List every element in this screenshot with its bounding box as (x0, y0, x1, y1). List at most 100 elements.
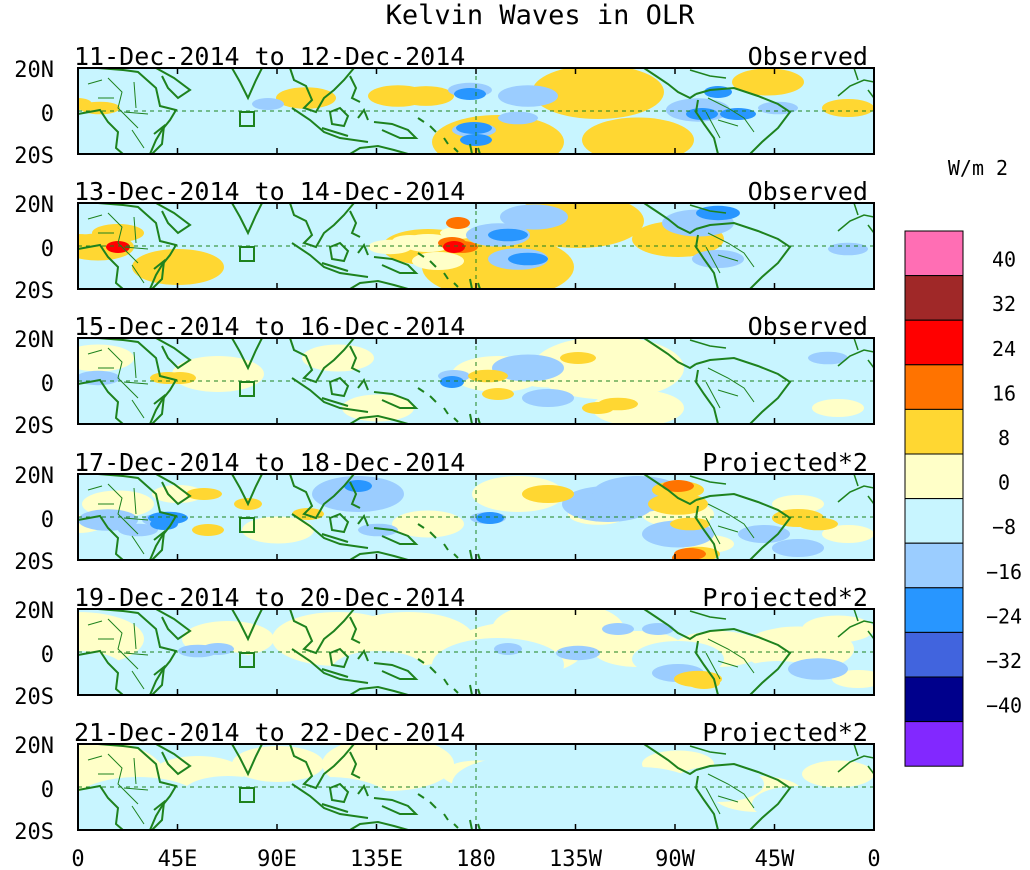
colorbar-label: 8 (998, 426, 1010, 450)
olr-anomaly-contour (164, 372, 196, 384)
colorbar-swatch (904, 587, 964, 633)
olr-anomaly-contour (302, 344, 374, 372)
olr-anomaly-contour (498, 111, 538, 125)
olr-anomaly-contour (232, 746, 324, 782)
olr-anomaly-contour (78, 267, 89, 279)
olr-anomaly-contour (812, 219, 874, 247)
olr-anomaly-contour (78, 651, 124, 687)
colorbar-swatch (904, 676, 964, 723)
olr-anomaly-contour (78, 217, 89, 229)
olr-anomaly-contour (78, 344, 134, 372)
olr-anomaly-contour (452, 497, 584, 551)
map-area (77, 743, 875, 831)
olr-anomaly-contour (498, 85, 558, 107)
olr-anomaly-contour (412, 252, 464, 270)
olr-anomaly-contour (556, 645, 600, 661)
colorbar-swatch (904, 230, 964, 277)
y-tick-label: 0 (41, 508, 54, 533)
olr-anomaly-contour (782, 360, 874, 396)
colorbar: 40 32 24 16 8 0 −8 −16 −24 −32 −40 (904, 230, 1022, 767)
y-tick-label: 20N (14, 734, 54, 759)
y-tick-label: 20S (14, 550, 54, 575)
map-area (77, 473, 875, 561)
olr-anomaly-contour (492, 354, 564, 382)
colorbar-label: 0 (998, 471, 1010, 495)
olr-field (78, 338, 874, 424)
olr-anomaly-contour (812, 399, 864, 417)
olr-anomaly-contour (772, 495, 824, 513)
olr-anomaly-contour (828, 242, 868, 256)
olr-anomaly-contour (482, 388, 514, 400)
olr-anomaly-contour (686, 108, 718, 120)
olr-anomaly-contour (332, 651, 424, 687)
panel-label: Observed (748, 312, 868, 341)
y-tick-label: 20S (14, 144, 54, 169)
olr-anomaly-contour (392, 235, 428, 247)
olr-anomaly-contour (440, 376, 464, 388)
olr-anomaly-contour (452, 757, 584, 811)
panel: 13-Dec-2014 to 14-Dec-2014 Observed 20N 0 20… (14, 177, 875, 304)
x-tick-label: 45W (755, 847, 795, 870)
olr-anomaly-contour (312, 476, 404, 512)
olr-anomaly-contour (522, 485, 574, 503)
colorbar-swatch (904, 319, 964, 366)
olr-anomaly-contour (648, 493, 708, 515)
colorbar-label: −24 (986, 604, 1022, 628)
olr-anomaly-contour (688, 677, 720, 689)
olr-anomaly-contour (662, 480, 694, 492)
colorbar-swatch (904, 542, 964, 589)
figure-title: Kelvin Waves in OLR (386, 0, 696, 31)
panel-label: Projected*2 (702, 583, 868, 612)
colorbar-units: W/m 2 (948, 156, 1008, 180)
olr-anomaly-contour (172, 70, 264, 106)
x-tick-label: 90E (257, 847, 297, 870)
colorbar-label: 24 (992, 337, 1016, 361)
olr-anomaly-contour (632, 641, 724, 677)
panel: 11-Dec-2014 to 12-Dec-2014 Observed 20N 0 20… (14, 42, 875, 169)
olr-anomaly-contour (454, 88, 486, 100)
colorbar-label: 32 (992, 292, 1016, 316)
panel-stack: 11-Dec-2014 to 12-Dec-2014 Observed 20N 0 20… (14, 42, 875, 845)
olr-anomaly-contour (672, 552, 696, 560)
olr-anomaly-contour (696, 205, 740, 221)
olr-anomaly-contour (670, 517, 710, 531)
olr-anomaly-contour (500, 204, 568, 230)
y-tick-label: 20N (14, 58, 54, 83)
y-tick-label: 20S (14, 685, 54, 710)
olr-anomaly-contour (92, 224, 144, 242)
olr-anomaly-contour (488, 228, 528, 242)
map-area (77, 608, 875, 696)
y-tick-label: 20N (14, 328, 54, 353)
y-tick-label: 20N (14, 193, 54, 218)
olr-anomaly-contour (468, 369, 508, 383)
panel-date-range: 15-Dec-2014 to 16-Dec-2014 (74, 312, 465, 341)
x-tick-label: 135E (350, 847, 403, 870)
x-axis-ticks: 0 45E 90E 135E 180 135W 90W 45W 0 (71, 847, 880, 870)
colorbar-swatch (904, 498, 964, 544)
y-tick-label: 20S (14, 414, 54, 439)
y-tick-label: 0 (41, 643, 54, 668)
y-tick-label: 0 (41, 102, 54, 127)
olr-anomaly-contour (832, 795, 874, 813)
x-tick-label: 180 (456, 847, 496, 870)
colorbar-swatch (904, 631, 964, 678)
colorbar-label: 40 (992, 248, 1016, 272)
panel: 17-Dec-2014 to 18-Dec-2014 Projected*2 20N… (14, 448, 875, 575)
panel-label: Projected*2 (702, 718, 868, 747)
panel: 21-Dec-2014 to 22-Dec-2014 Projected*2 20N… (14, 718, 875, 845)
olr-anomaly-contour (738, 525, 790, 543)
map-area (77, 337, 875, 425)
panel-date-range: 21-Dec-2014 to 22-Dec-2014 (74, 718, 465, 747)
olr-anomaly-contour (476, 512, 504, 524)
olr-anomaly-contour (432, 115, 564, 154)
olr-anomaly-contour (582, 117, 694, 154)
olr-anomaly-contour (772, 255, 864, 289)
olr-anomaly-contour (78, 122, 89, 134)
y-tick-label: 20S (14, 279, 54, 304)
colorbar-swatch (904, 721, 964, 767)
olr-anomaly-contour (252, 98, 284, 110)
x-tick-label: 135W (549, 847, 603, 870)
olr-anomaly-contour (692, 250, 744, 268)
colorbar-label: 16 (992, 381, 1016, 405)
